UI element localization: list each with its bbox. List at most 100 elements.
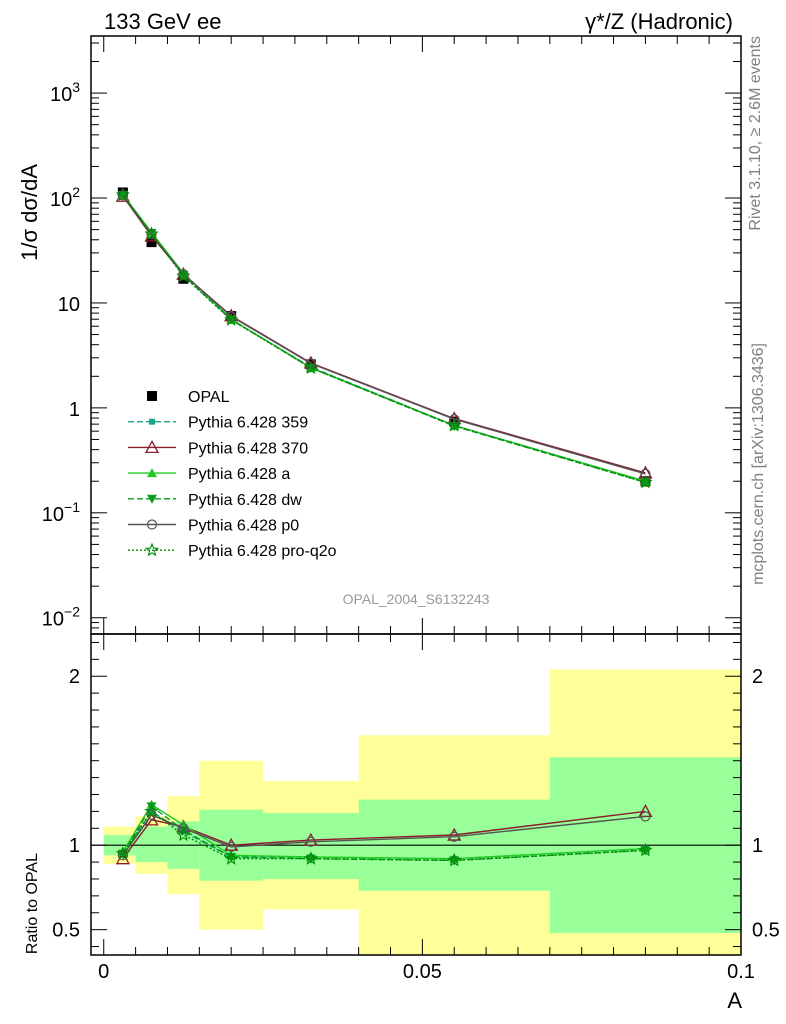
- ratio-y-tick-label-left: 1: [69, 835, 80, 857]
- legend-label-opal: OPAL: [188, 389, 230, 406]
- legend-item-pq2o: Pythia 6.428 pro-q2o: [128, 542, 337, 560]
- rivet-side-label: Rivet 3.1.10, ≥ 2.6M events: [747, 36, 764, 231]
- main-series-pq2o: [115, 187, 653, 489]
- main-point-pq2o: [144, 226, 159, 241]
- ratio-y-tick-label-left: 0.5: [52, 920, 80, 942]
- analysis-watermark: OPAL_2004_S6132243: [343, 591, 490, 607]
- main-line-pa: [122, 194, 646, 482]
- legend-label-pdw: Pythia 6.428 dw: [188, 492, 302, 509]
- legend-marker-pa: [147, 468, 157, 478]
- main-series-pp0: [117, 190, 651, 479]
- ratio-point-pq2o: [224, 851, 239, 865]
- ratio-x-tick-label: 0.1: [727, 961, 755, 983]
- legend-marker-pdw: [147, 494, 157, 504]
- ratio-point-p370: [447, 827, 462, 841]
- ratio-point-p370: [303, 832, 318, 846]
- header-left: 133 GeV ee: [104, 9, 221, 34]
- main-y-tick-label: 10−1: [42, 499, 80, 526]
- legend-label-pp0: Pythia 6.428 p0: [188, 518, 299, 535]
- legend-item-pdw: Pythia 6.428 dw: [128, 492, 302, 509]
- ratio-line-pp0: [122, 813, 646, 856]
- legend-label-pa: Pythia 6.428 a: [188, 466, 290, 483]
- main-y-tick-base: 1: [69, 399, 80, 421]
- ratio-point-pq2o: [303, 851, 319, 865]
- main-point-pq2o: [638, 474, 653, 489]
- main-y-tick-label: 10: [58, 294, 80, 316]
- legend-item-opal: OPAL: [147, 389, 230, 406]
- legend-item-p370: Pythia 6.428 370: [128, 440, 308, 457]
- legend-marker-pp0: [146, 519, 158, 530]
- main-point-opal: [146, 237, 157, 248]
- ratio-point-pp0: [117, 850, 128, 861]
- ratio-point-p370: [638, 804, 653, 818]
- ratio-point-pq2o: [144, 803, 159, 818]
- ratio-point-p359: [148, 808, 155, 815]
- main-series-p370: [115, 188, 653, 479]
- main-point-pq2o: [224, 312, 239, 326]
- mcplots-side-label: mcplots.cern.ch [arXiv:1306.3436]: [750, 343, 767, 585]
- main-line-p359: [122, 194, 646, 482]
- ratio-point-pp0: [178, 823, 189, 834]
- ratio-point-pp0: [449, 831, 460, 842]
- ratio-y-axis-label: Ratio to OPAL: [24, 853, 41, 954]
- ratio-point-pq2o: [447, 852, 462, 867]
- ratio-y-tick-label-left: 2: [69, 666, 80, 688]
- main-y-tick-label: 1: [69, 399, 80, 421]
- legend: OPAL Pythia 6.428 359 Pythia 6.428 370 Pyth…: [128, 389, 337, 560]
- main-point-pdw: [449, 422, 460, 432]
- x-axis-label: A: [727, 988, 742, 1013]
- main-point-pq2o: [176, 268, 191, 283]
- ratio-line-pq2o: [122, 810, 646, 862]
- main-y-tick-base: 10: [50, 84, 72, 106]
- legend-item-pp0: Pythia 6.428 p0: [128, 518, 299, 535]
- legend-marker-p359: [149, 418, 155, 425]
- ratio-y-tick-label-right: 0.5: [752, 920, 780, 942]
- ratio-point-pq2o: [638, 842, 653, 857]
- main-y-tick-base: 10: [58, 294, 80, 316]
- main-y-tick-exp: 3: [72, 79, 80, 95]
- ratio-point-pq2o: [115, 846, 131, 860]
- main-y-tick-base: 10: [42, 504, 64, 526]
- legend-label-pq2o: Pythia 6.428 pro-q2o: [188, 543, 337, 560]
- legend-marker-pq2o: [144, 542, 160, 557]
- main-line-pdw: [122, 194, 646, 484]
- legend-item-p359: Pythia 6.428 359: [128, 415, 308, 432]
- main-point-pq2o: [447, 418, 462, 432]
- ratio-band-inner: [135, 826, 168, 863]
- main-y-tick-base: 10: [42, 609, 64, 631]
- ratio-series-pp0: [117, 809, 651, 861]
- main-y-tick-exp: 2: [72, 184, 80, 200]
- legend-item-pa: Pythia 6.428 a: [128, 466, 290, 483]
- ratio-point-pdw: [226, 853, 237, 863]
- ratio-point-p370: [224, 837, 239, 851]
- main-point-pp0: [146, 229, 157, 240]
- ratio-plot: 0.5 0.5 1 1 2 2 0 0.05 0.1: [52, 633, 780, 983]
- main-y-tick-base: 10: [50, 189, 72, 211]
- main-point-pp0: [640, 468, 651, 479]
- main-point-pq2o: [115, 187, 131, 202]
- ratio-x-tick-label: 0.05: [403, 961, 442, 983]
- main-point-pp0: [305, 358, 316, 369]
- main-y-tick-exp: −2: [64, 604, 80, 620]
- ratio-y-tick-label-right: 1: [752, 835, 763, 857]
- main-y-axis-label: 1/σ dσ/dA: [17, 164, 42, 261]
- main-y-tick-label: 10−2: [42, 604, 80, 631]
- legend-marker-opal: [147, 391, 157, 401]
- ratio-point-pp0: [640, 811, 651, 822]
- main-y-tick-label: 103: [50, 79, 80, 106]
- ratio-point-pp0: [305, 836, 316, 847]
- main-point-pq2o: [303, 360, 319, 375]
- ratio-series-pq2o: [115, 803, 653, 867]
- main-point-pp0: [117, 190, 128, 201]
- main-y-tick-exp: −1: [64, 499, 80, 515]
- main-y-tick-label: 102: [50, 184, 80, 211]
- ratio-y-tick-label-right: 2: [752, 666, 763, 688]
- legend-label-p370: Pythia 6.428 370: [188, 440, 308, 457]
- header-right: γ*/Z (Hadronic): [585, 9, 733, 34]
- main-line-pq2o: [122, 194, 646, 484]
- ratio-point-pq2o: [176, 827, 191, 842]
- ratio-x-tick-label: 0: [98, 961, 109, 983]
- legend-label-p359: Pythia 6.428 359: [188, 415, 308, 432]
- main-point-pp0: [449, 414, 460, 425]
